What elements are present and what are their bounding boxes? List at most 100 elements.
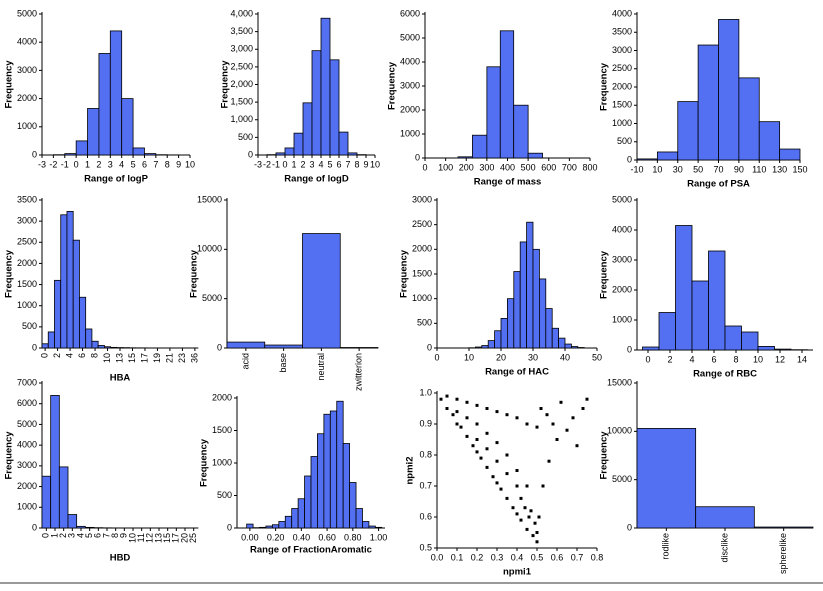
y-tick-label: 500 xyxy=(238,132,253,142)
point xyxy=(485,407,489,410)
y-tick-label: 2500 xyxy=(612,63,632,73)
point xyxy=(465,416,469,420)
bar xyxy=(97,345,105,349)
x-tick-label: zwitterion xyxy=(354,353,364,391)
bar xyxy=(85,328,93,349)
x-tick-label: 4 xyxy=(64,353,74,358)
y-tick-label: 0 xyxy=(32,149,37,159)
y-tick-label: 3,500 xyxy=(230,26,253,36)
x-tick-label: 0.4 xyxy=(511,552,524,562)
y-tick-label: 1000 xyxy=(612,118,632,128)
y-tick-label: 1500 xyxy=(17,279,37,289)
x-tick-label: 0 xyxy=(74,159,79,169)
y-tick-label: 500 xyxy=(417,318,432,328)
x-tick-label: 20 xyxy=(496,352,506,362)
x-tick-label: 6 xyxy=(77,353,87,358)
x-tick-label: 15 xyxy=(127,353,137,363)
bar xyxy=(293,132,304,156)
x-tick-label: neutral xyxy=(316,353,326,381)
bar xyxy=(336,400,344,529)
bar xyxy=(532,248,540,349)
y-tick-label: 10000 xyxy=(197,244,222,254)
point xyxy=(529,509,533,513)
bar xyxy=(677,101,699,161)
point xyxy=(495,441,499,445)
bar xyxy=(658,312,676,351)
y-tick-label: 4000 xyxy=(17,37,37,47)
point xyxy=(495,481,499,485)
x-tick-label: 70 xyxy=(713,164,723,174)
y-tick-label: 1500 xyxy=(212,425,232,435)
bar xyxy=(259,526,267,529)
x-tick-label: 100 xyxy=(438,162,453,172)
point xyxy=(475,422,479,426)
x-tick-label: rodlike xyxy=(661,533,671,560)
bar xyxy=(374,526,383,529)
point xyxy=(465,400,469,404)
y-tick-label: 15000 xyxy=(197,194,222,204)
x-tick-label: 700 xyxy=(562,162,577,172)
y-axis-title: npmi2 xyxy=(405,457,416,485)
y-axis-title: Frequency xyxy=(599,431,610,480)
bar xyxy=(75,140,88,156)
y-tick-label: 1500 xyxy=(412,268,432,278)
bar xyxy=(551,327,560,349)
x-tick-label: 6 xyxy=(711,354,716,364)
x-tick-label: 0 xyxy=(645,354,650,364)
x-tick-label: 6 xyxy=(93,533,103,538)
bar xyxy=(275,152,286,156)
point xyxy=(471,444,475,448)
point xyxy=(511,506,515,510)
x-tick-label: 0.6 xyxy=(551,552,564,562)
bar xyxy=(79,296,87,349)
y-axis-title: Frequency xyxy=(189,249,200,298)
bar xyxy=(342,443,351,529)
y-tick-label: 5000 xyxy=(17,8,37,18)
bar xyxy=(487,340,496,349)
x-tick-label: 200 xyxy=(459,162,474,172)
bar xyxy=(539,278,547,349)
bar xyxy=(347,152,358,156)
bar xyxy=(506,298,515,349)
x-tick-label: 9 xyxy=(363,159,368,169)
bar xyxy=(98,53,111,156)
x-tick-label: 0.20 xyxy=(267,532,285,542)
point xyxy=(495,410,499,414)
x-tick-label: 0.1 xyxy=(451,552,464,562)
x-tick-label: 4 xyxy=(689,354,694,364)
bar xyxy=(67,514,78,529)
point xyxy=(559,400,563,404)
point xyxy=(439,397,443,401)
x-tick-label: 7 xyxy=(345,159,350,169)
x-tick-label: 90 xyxy=(734,164,744,174)
x-tick-label: 110 xyxy=(752,164,766,174)
bar xyxy=(753,526,814,529)
point xyxy=(475,450,479,454)
point xyxy=(571,416,575,420)
bar xyxy=(284,147,295,156)
y-tick-label: 7000 xyxy=(17,377,37,387)
bar xyxy=(636,158,658,161)
x-tick-label: 10 xyxy=(652,164,662,174)
bar xyxy=(47,331,55,349)
bar xyxy=(527,152,543,159)
bar xyxy=(636,428,697,529)
y-tick-label: 6000 xyxy=(17,398,37,408)
bar xyxy=(297,498,305,529)
bar xyxy=(564,343,572,349)
point xyxy=(535,531,539,534)
point xyxy=(505,413,509,417)
bar xyxy=(545,308,553,349)
x-tick-label: 2 xyxy=(52,353,62,358)
x-tick-label: -1 xyxy=(272,159,280,169)
bar xyxy=(519,241,528,349)
y-tick-label: 1000 xyxy=(17,502,37,512)
point xyxy=(541,484,545,488)
x-tick-label: 8 xyxy=(165,159,170,169)
point xyxy=(505,472,509,476)
bar xyxy=(457,156,473,159)
y-tick-label: 0 xyxy=(415,152,420,162)
y-tick-label: 10000 xyxy=(607,426,632,436)
y-tick-label: 1000 xyxy=(612,314,632,324)
x-tick-label: 4 xyxy=(318,159,323,169)
